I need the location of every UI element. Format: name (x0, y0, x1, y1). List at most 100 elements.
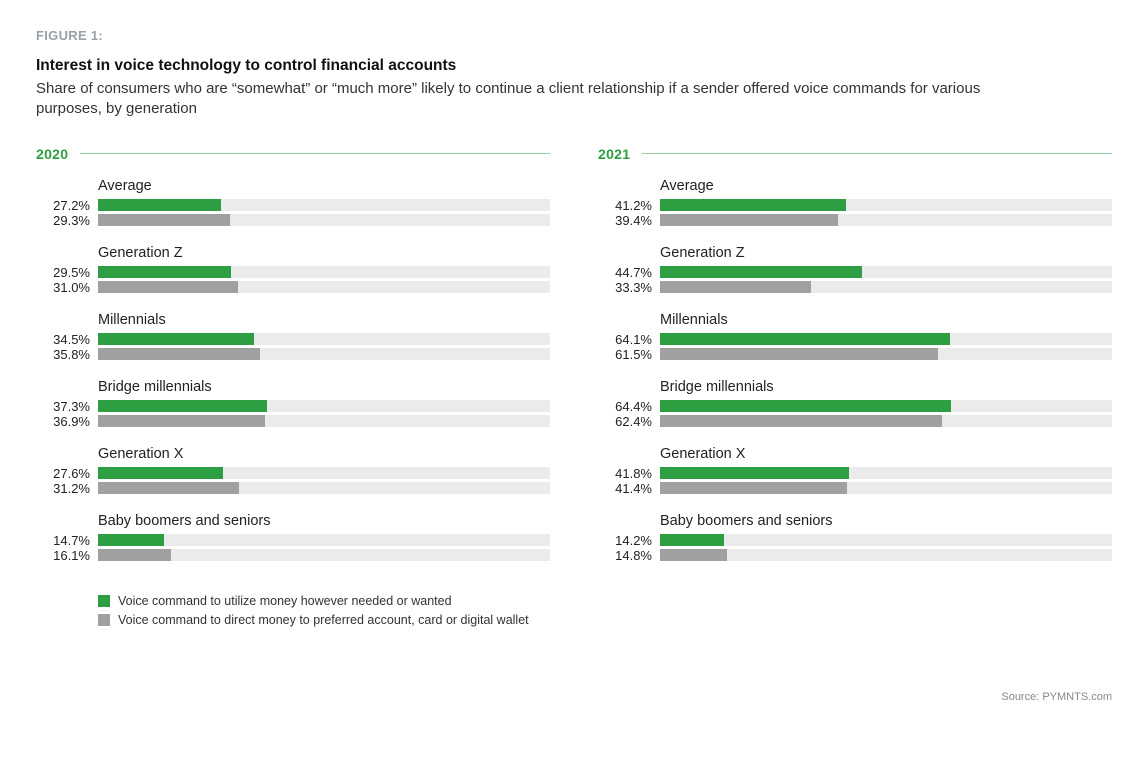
value-series-a: 27.6% (36, 466, 90, 481)
bar-row-series-b: 62.4% (598, 415, 1112, 428)
value-series-a: 37.3% (36, 399, 90, 414)
panels-container: 2020Average27.2%29.3%Generation Z29.5%31… (36, 146, 1112, 580)
value-series-a: 34.5% (36, 332, 90, 347)
bar-fill-series-a (98, 333, 254, 345)
bar-track (98, 214, 550, 226)
bar-fill-series-a (98, 534, 164, 546)
source-attribution: Source: PYMNTS.com (1001, 691, 1112, 703)
legend-item-b: Voice command to direct money to preferr… (98, 613, 1112, 627)
group: Baby boomers and seniors14.2%14.8% (598, 513, 1112, 562)
figure-title: Interest in voice technology to control … (36, 57, 1112, 75)
bar-track (660, 400, 1112, 412)
value-series-a: 14.7% (36, 533, 90, 548)
value-series-b: 14.8% (598, 548, 652, 563)
value-series-a: 64.1% (598, 332, 652, 347)
bar-track (98, 199, 550, 211)
bar-row-series-b: 39.4% (598, 214, 1112, 227)
bar-row-series-a: 27.6% (36, 467, 550, 480)
bar-fill-series-b (98, 549, 171, 561)
group-label: Generation Z (98, 245, 550, 261)
bar-row-series-a: 44.7% (598, 266, 1112, 279)
bar-fill-series-a (660, 333, 950, 345)
legend-text-a: Voice command to utilize money however n… (118, 594, 452, 608)
value-series-a: 41.8% (598, 466, 652, 481)
bar-row-series-b: 16.1% (36, 549, 550, 562)
bar-fill-series-b (660, 348, 938, 360)
value-series-b: 41.4% (598, 481, 652, 496)
value-series-b: 31.2% (36, 481, 90, 496)
panel-year: 2020 (36, 146, 68, 162)
panel-header: 2020 (36, 146, 550, 162)
panel-rule (80, 153, 550, 154)
bar-fill-series-a (660, 199, 846, 211)
group: Generation X 41.8%41.4% (598, 446, 1112, 495)
bar-fill-series-b (660, 482, 847, 494)
bar-track (660, 482, 1112, 494)
group: Generation Z 44.7%33.3% (598, 245, 1112, 294)
panel-header: 2021 (598, 146, 1112, 162)
panel-year: 2021 (598, 146, 630, 162)
bar-track (98, 534, 550, 546)
bar-fill-series-b (660, 415, 942, 427)
bar-fill-series-a (660, 400, 951, 412)
bar-track (98, 348, 550, 360)
value-series-a: 44.7% (598, 265, 652, 280)
value-series-a: 41.2% (598, 198, 652, 213)
group: Generation X27.6%31.2% (36, 446, 550, 495)
figure-1: FIGURE 1: Interest in voice technology t… (0, 0, 1148, 771)
bar-fill-series-a (98, 199, 221, 211)
bar-row-series-a: 64.1% (598, 333, 1112, 346)
value-series-b: 39.4% (598, 213, 652, 228)
bar-track (660, 549, 1112, 561)
bar-track (660, 281, 1112, 293)
group-label: Generation Z (660, 245, 1112, 261)
value-series-b: 36.9% (36, 414, 90, 429)
group-label: Generation X (660, 446, 1112, 462)
bar-row-series-b: 36.9% (36, 415, 550, 428)
value-series-a: 64.4% (598, 399, 652, 414)
value-series-b: 35.8% (36, 347, 90, 362)
bar-fill-series-b (98, 281, 238, 293)
bar-track (660, 214, 1112, 226)
panel-rule (642, 153, 1112, 154)
group-label: Bridge millennials (660, 379, 1112, 395)
bar-row-series-b: 41.4% (598, 482, 1112, 495)
bar-track (660, 266, 1112, 278)
group-label: Baby boomers and seniors (98, 513, 550, 529)
group-label: Average (660, 178, 1112, 194)
bar-row-series-b: 31.2% (36, 482, 550, 495)
value-series-b: 33.3% (598, 280, 652, 295)
value-series-b: 62.4% (598, 414, 652, 429)
bar-fill-series-b (660, 281, 811, 293)
bar-row-series-b: 31.0% (36, 281, 550, 294)
bar-track (660, 415, 1112, 427)
group: Millennials34.5%35.8% (36, 312, 550, 361)
bar-track (98, 482, 550, 494)
bar-row-series-b: 14.8% (598, 549, 1112, 562)
bar-fill-series-b (660, 549, 727, 561)
bar-row-series-a: 41.2% (598, 199, 1112, 212)
legend: Voice command to utilize money however n… (98, 594, 1112, 627)
bar-track (660, 333, 1112, 345)
bar-track (98, 549, 550, 561)
bar-track (660, 199, 1112, 211)
value-series-a: 14.2% (598, 533, 652, 548)
figure-label: FIGURE 1: (36, 28, 1112, 43)
value-series-b: 29.3% (36, 213, 90, 228)
bar-track (98, 333, 550, 345)
bar-fill-series-a (660, 266, 862, 278)
bar-row-series-a: 64.4% (598, 400, 1112, 413)
group-label: Millennials (660, 312, 1112, 328)
bar-fill-series-a (98, 467, 223, 479)
panel-2020: 2020Average27.2%29.3%Generation Z29.5%31… (36, 146, 550, 580)
bar-fill-series-b (98, 214, 230, 226)
bar-track (98, 400, 550, 412)
value-series-b: 61.5% (598, 347, 652, 362)
group: Bridge millennials37.3%36.9% (36, 379, 550, 428)
group-label: Average (98, 178, 550, 194)
bar-row-series-a: 27.2% (36, 199, 550, 212)
bar-row-series-a: 14.2% (598, 534, 1112, 547)
panel-2021: 2021 Average 41.2%39.4% Generation Z 44.7%33… (598, 146, 1112, 580)
swatch-green-icon (98, 595, 110, 607)
bar-row-series-a: 14.7% (36, 534, 550, 547)
